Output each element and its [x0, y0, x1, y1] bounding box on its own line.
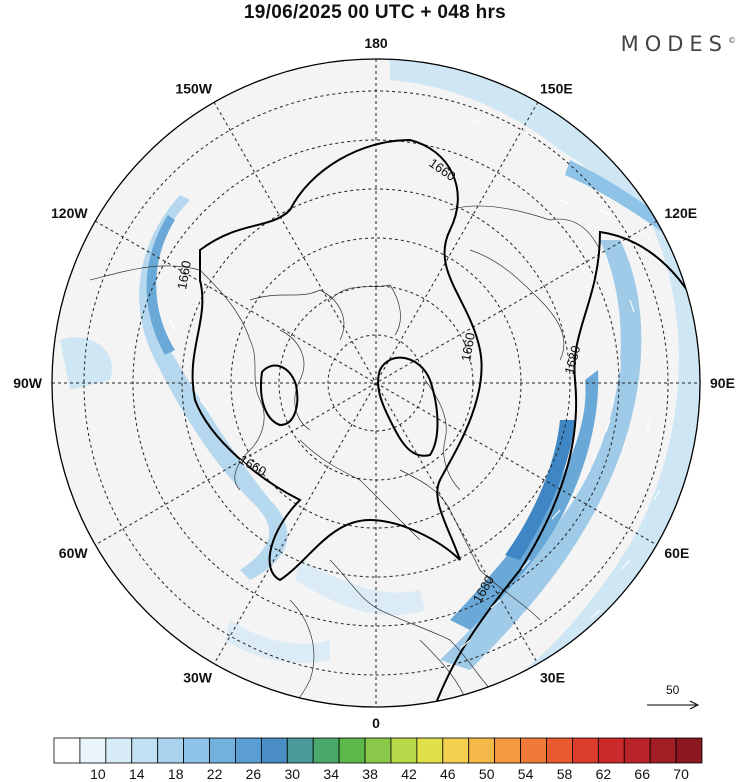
- colorbar-swatch: [442, 737, 470, 764]
- colorbar-swatch: [468, 737, 496, 764]
- brand-logo: MODES©: [621, 32, 736, 56]
- colorbar-swatch: [364, 737, 392, 764]
- colorbar-swatch: [260, 737, 288, 764]
- map-border: [51, 58, 701, 708]
- longitude-label: 120E: [664, 205, 697, 221]
- brand-text: MODES: [620, 32, 728, 56]
- colorbar-swatch: [390, 737, 418, 764]
- colorbar-tick-label: 38: [362, 766, 378, 782]
- colorbar-swatch: [209, 737, 236, 764]
- colorbar-swatch: [546, 737, 573, 764]
- colorbar-swatch: [338, 737, 366, 764]
- colorbar-tick-label: 10: [90, 766, 106, 782]
- graticule: [52, 59, 700, 707]
- colorbar-swatch: [494, 737, 521, 764]
- colorbar-tick-label: 54: [518, 766, 534, 782]
- colorbar-swatch: [79, 737, 107, 764]
- colorbar-swatch: [312, 737, 340, 764]
- colorbar-tick-label: 70: [673, 766, 689, 782]
- contour-label: 1660: [174, 259, 194, 290]
- colorbar-swatch: [157, 737, 184, 764]
- longitude-label: 0: [372, 715, 380, 731]
- colorbar-tick-label: 18: [168, 766, 184, 782]
- brand-mark: ©: [728, 36, 736, 45]
- colorbar-swatch: [53, 737, 81, 764]
- longitude-label: 180: [364, 35, 388, 51]
- colorbar-tick-label: 34: [323, 766, 339, 782]
- longitude-labels: 180 150E 120E 90E 60E 30E 0 30W 60W 90W 120W 150W: [13, 35, 735, 731]
- colorbar-swatch: [183, 737, 210, 764]
- colorbar-swatch: [675, 737, 703, 764]
- longitude-label: 60E: [664, 545, 689, 561]
- longitude-label: 120W: [51, 205, 88, 221]
- longitude-label: 150E: [540, 81, 573, 97]
- colorbar-tick-label: 66: [634, 766, 650, 782]
- colorbar-tick-label: 58: [557, 766, 573, 782]
- reference-vector: 50: [647, 683, 700, 710]
- contour-label: 1680: [561, 344, 583, 376]
- colorbar-swatch: [597, 737, 625, 764]
- colorbar-swatch: [572, 737, 599, 764]
- map-title: 19/06/2025 00 UTC + 048 hrs: [243, 2, 507, 23]
- colorbar-swatch: [649, 737, 677, 764]
- colorbar-tick-label: 26: [246, 766, 262, 782]
- colorbar: 10 14 18 22 26 30 34 38 42 46 50 54 58 62 66 70: [53, 737, 703, 782]
- colorbar-swatch: [235, 737, 262, 764]
- colorbar-swatch: [286, 737, 314, 764]
- colorbar-swatch: [623, 737, 651, 764]
- colorbar-swatch: [416, 737, 444, 764]
- colorbar-swatch: [520, 737, 547, 764]
- longitude-label: 30W: [183, 669, 213, 685]
- colorbar-tick-label: 30: [285, 766, 301, 782]
- colorbar-tick-label: 14: [129, 766, 145, 782]
- colorbar-tick-label: 22: [207, 766, 223, 782]
- wind-vectors: [169, 119, 661, 649]
- colorbar-tick-label: 42: [401, 766, 417, 782]
- longitude-label: 90E: [710, 375, 735, 391]
- longitude-label: 150W: [175, 81, 212, 97]
- arrow-right-icon: [647, 700, 700, 710]
- contour-label: 1660: [458, 331, 478, 362]
- colorbar-tick-label: 46: [440, 766, 456, 782]
- colorbar-swatch: [105, 737, 133, 764]
- longitude-label: 30E: [540, 669, 565, 685]
- reference-vector-label: 50: [666, 683, 680, 697]
- height-contours: [191, 138, 700, 707]
- longitude-label: 90W: [13, 375, 43, 391]
- longitude-label: 60W: [59, 545, 89, 561]
- colorbar-swatch: [131, 737, 159, 764]
- colorbar-tick-label: 62: [596, 766, 612, 782]
- colorbar-tick-label: 50: [479, 766, 495, 782]
